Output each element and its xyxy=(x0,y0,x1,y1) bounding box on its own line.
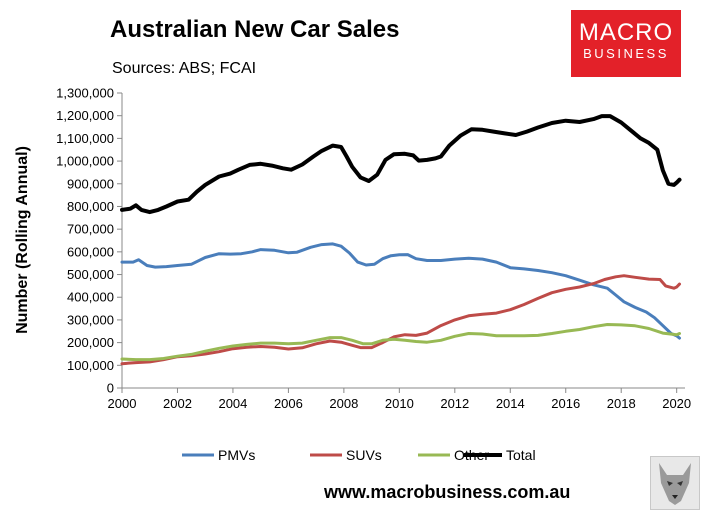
wolf-logo-icon xyxy=(650,456,700,510)
legend-label-pmvs: PMVs xyxy=(218,447,255,463)
y-tick-label: 1,200,000 xyxy=(56,108,114,123)
chart-title: Australian New Car Sales xyxy=(110,16,400,43)
x-tick-label: 2012 xyxy=(440,396,469,411)
x-tick-label: 2010 xyxy=(385,396,414,411)
x-tick-label: 2002 xyxy=(163,396,192,411)
y-tick-label: 900,000 xyxy=(67,176,114,191)
legend-label-total: Total xyxy=(506,447,536,463)
logo-line-2: BUSINESS xyxy=(583,46,669,61)
y-tick-label: 300,000 xyxy=(67,312,114,327)
y-tick-label: 600,000 xyxy=(67,244,114,259)
x-tick-label: 2004 xyxy=(218,396,247,411)
chart-series xyxy=(120,114,682,366)
x-tick-label: 2008 xyxy=(329,396,358,411)
y-tick-label: 1,100,000 xyxy=(56,131,114,146)
series-line-other xyxy=(120,323,681,362)
y-tick-label: 100,000 xyxy=(67,358,114,373)
logo-line-1: MACRO xyxy=(578,19,674,46)
y-tick-label: 800,000 xyxy=(67,199,114,214)
website-url: www.macrobusiness.com.au xyxy=(324,482,571,502)
x-tick-label: 2000 xyxy=(108,396,137,411)
series-line-suvs xyxy=(120,274,681,366)
x-tick-label: 2020 xyxy=(662,396,691,411)
chart-subtitle: Sources: ABS; FCAI xyxy=(112,60,257,77)
macrobusiness-logo: MACRO BUSINESS xyxy=(571,10,681,77)
y-tick-label: 700,000 xyxy=(67,222,114,237)
series-line-pmvs xyxy=(120,242,681,340)
chart-legend: PMVsSUVsOtherTotal xyxy=(182,447,536,463)
x-tick-label: 2018 xyxy=(607,396,636,411)
y-tick-label: 200,000 xyxy=(67,335,114,350)
series-line-total xyxy=(120,114,682,215)
y-tick-label: 400,000 xyxy=(67,290,114,305)
legend-label-suvs: SUVs xyxy=(346,447,382,463)
x-tick-label: 2006 xyxy=(274,396,303,411)
y-tick-label: 1,300,000 xyxy=(56,86,114,101)
y-tick-label: 1,000,000 xyxy=(56,154,114,169)
x-tick-label: 2014 xyxy=(496,396,525,411)
y-tick-label: 0 xyxy=(107,381,114,396)
y-axis-label: Number (Rolling Annual) xyxy=(14,146,31,334)
chart-axes: 0 100,000 200,000 300,000 400,000 500,000 600,… xyxy=(56,86,691,412)
y-tick-label: 500,000 xyxy=(67,267,114,282)
x-tick-label: 2016 xyxy=(551,396,580,411)
